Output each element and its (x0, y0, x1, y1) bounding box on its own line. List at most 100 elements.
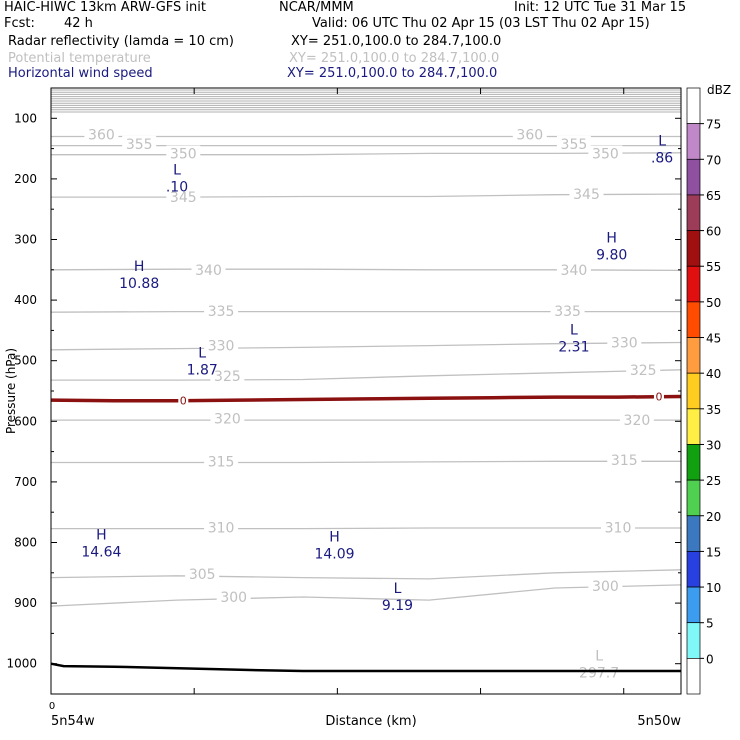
field-name-reflectivity: Radar reflectivity (lamda = 10 cm) (8, 34, 234, 49)
y-tick-label: 700 (14, 475, 37, 489)
theta-label-bg (210, 367, 245, 384)
freezing-label-bg (178, 394, 189, 407)
field-xy-wind: XY= 251.0,100.0 to 284.7,100.0 (287, 66, 498, 81)
theta-label: 330 (208, 339, 235, 355)
top-hatch-lines (51, 89, 681, 113)
y-tick-label: 500 (14, 354, 37, 368)
colorbar-level: 65 (706, 189, 721, 203)
x-tick-label: 0 (49, 701, 55, 712)
extremum-letter: L (595, 649, 603, 665)
field-name-wind: Horizontal wind speed (8, 66, 153, 81)
theta-label: 315 (208, 454, 235, 470)
theta-label: 345 (573, 187, 600, 203)
colorbar-swatch (686, 230, 701, 267)
theta-label: 350 (170, 146, 197, 162)
extremum-value: 9.19 (382, 598, 413, 614)
theta-label-bg (204, 337, 239, 354)
colorbar-swatch (686, 622, 701, 659)
theta-label: 360 (516, 128, 543, 144)
colorbar-swatch (686, 408, 701, 445)
theta-label: 350 (592, 146, 619, 162)
extremum-letter: L (394, 581, 402, 597)
colorbar-swatch (686, 337, 701, 374)
theta-label: 335 (554, 304, 581, 320)
theta-label: 300 (220, 590, 247, 606)
theta-label: 300 (592, 579, 619, 595)
theta-line-300 (50, 584, 682, 607)
colorbar-level: 45 (706, 332, 721, 346)
theta-label: 360 (88, 128, 115, 144)
y-tick-label: 300 (14, 233, 37, 247)
colorbar-swatch (686, 372, 701, 410)
y-tick-label: 800 (14, 536, 37, 550)
theta-label: 315 (611, 453, 638, 469)
theta-label-bg (204, 519, 239, 536)
colorbar-swatch (686, 658, 701, 695)
model-title: HAIC-HIWC 13km ARW-GFS init (4, 0, 206, 15)
terrain-path (50, 662, 681, 673)
y-tick-label: 100 (14, 111, 37, 125)
x-left-label: 5n54w (51, 714, 95, 729)
extremum-letter: H (606, 231, 617, 247)
theta-line-310 (51, 527, 681, 530)
theta-label: 320 (624, 413, 651, 429)
theta-label: 335 (208, 304, 235, 320)
extremum-value: 10.88 (119, 276, 159, 292)
colorbar-swatch (686, 123, 701, 160)
theta-label: 310 (605, 520, 632, 536)
org-label: NCAR/MMM (279, 0, 354, 15)
chart-header: HAIC-HIWC 13km ARW-GFS init NCAR/MMM Ini… (0, 0, 740, 85)
extremum-value: 1.87 (187, 363, 218, 379)
colorbar-level: 40 (706, 367, 721, 381)
theta-label-bg (185, 566, 220, 583)
theta-label: 310 (208, 520, 235, 536)
colorbar-swatch (686, 301, 701, 338)
extremum-letter: L (570, 323, 578, 339)
theta-label-bg (550, 303, 585, 320)
colorbar-unit: dBZ (707, 83, 731, 97)
colorbar-level: 35 (706, 403, 721, 417)
theta-label-bg (216, 589, 251, 606)
theta-label: 355 (126, 137, 153, 153)
y-tick-label: 600 (14, 414, 37, 428)
colorbar-level: 20 (706, 510, 721, 524)
theta-label-bg (84, 126, 119, 143)
theta-label-bg (619, 412, 654, 429)
y-axis-label: Pressure (hPa) (4, 348, 18, 434)
colorbar-level: 25 (706, 474, 721, 488)
theta-label: 355 (561, 137, 588, 153)
freezing-label-bg (653, 390, 664, 403)
x-axis-label: Distance (km) (325, 714, 416, 729)
colorbar-swatch (686, 265, 701, 303)
colorbar-level: 50 (706, 296, 721, 310)
theta-label: 345 (170, 190, 197, 206)
theta-label-bg (607, 334, 642, 351)
y-tick-label: 1000 (6, 657, 37, 671)
theta-label-bg (626, 361, 661, 378)
colorbar-swatch (686, 194, 701, 231)
colorbar-swatch (686, 87, 701, 124)
extremum-value: .10 (166, 180, 188, 196)
theta-isentropes (50, 135, 682, 607)
theta-label: 340 (195, 263, 222, 279)
init-time: Init: 12 UTC Tue 31 Mar 15 (514, 0, 687, 15)
theta-label-bg (607, 452, 642, 469)
extremum-value: 297.7 (579, 666, 619, 682)
colorbar-level: 75 (706, 118, 721, 132)
freezing-level-label: 0 (655, 390, 662, 403)
theta-label-bg (569, 186, 604, 203)
plot-frame (50, 87, 682, 695)
extremum-letter: H (96, 528, 107, 544)
freezing-level-label: 0 (180, 395, 187, 408)
wind-extrema-labels: L.86L.10H9.80H10.88L2.31L1.87H14.64H14.0… (81, 134, 673, 682)
colorbar-level: 60 (706, 225, 721, 239)
theta-label-bg (166, 145, 201, 162)
theta-label-bg (166, 189, 201, 206)
valid-time: Valid: 06 UTC Thu 02 Apr 15 (03 LST Thu … (312, 16, 650, 31)
theta-label: 320 (214, 411, 241, 427)
freezing-level-line (50, 394, 682, 403)
theta-label: 325 (214, 369, 241, 385)
theta-line-350 (51, 152, 682, 156)
colorbar-swatch (686, 586, 701, 624)
extremum-letter: H (329, 529, 340, 545)
